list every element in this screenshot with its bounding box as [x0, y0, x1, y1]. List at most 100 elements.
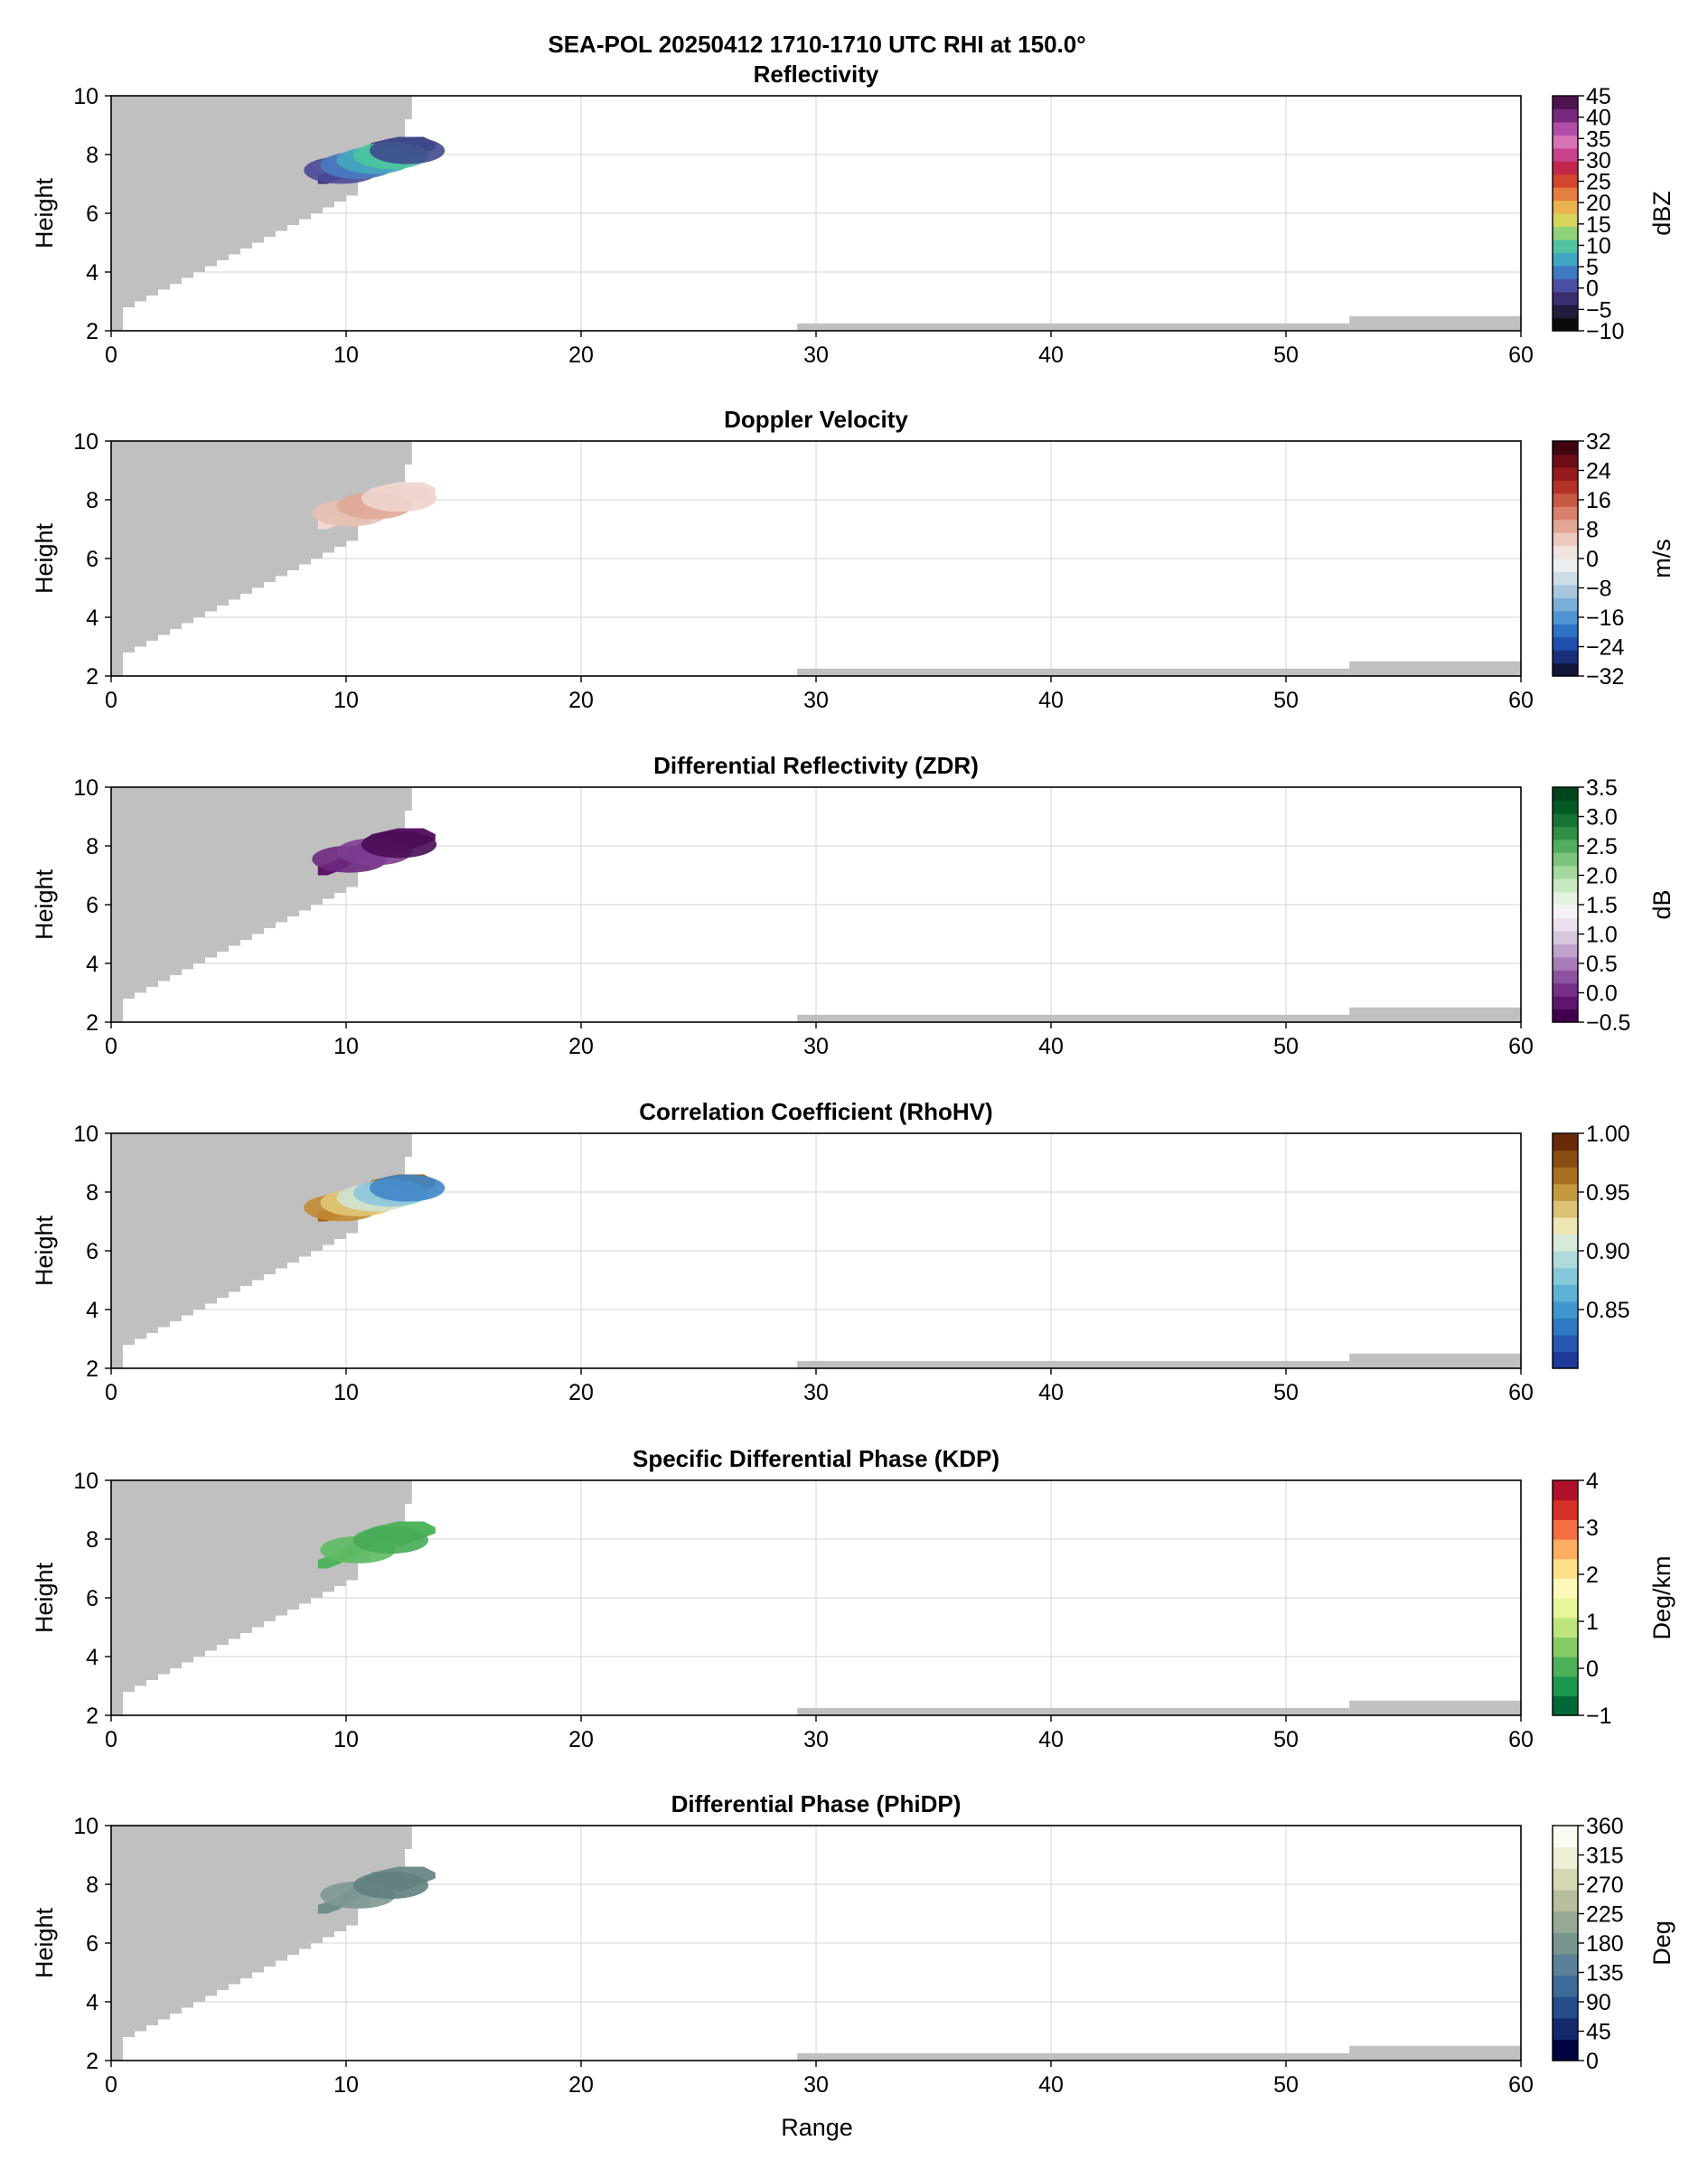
colorbar: 32 24 16 8 0 −8 −16 −24 −32 m/s: [1552, 429, 1675, 690]
echo-band: [370, 136, 446, 164]
colorbar-segment: [1553, 1539, 1578, 1560]
colorbar-segment: [1553, 506, 1578, 521]
colorbar-segment: [1553, 1251, 1578, 1269]
colorbar-tick-label: 5: [1586, 255, 1599, 280]
x-tick-label: 10: [333, 1727, 359, 1752]
colorbar-tick-label: 0.90: [1586, 1239, 1630, 1264]
echo-band: [352, 1872, 428, 1900]
colorbar-tick-label: 90: [1586, 1990, 1611, 2015]
x-axis-label: Range: [781, 2114, 853, 2141]
x-tick-label: 40: [1038, 688, 1064, 713]
colorbar-segment: [1553, 1911, 1578, 1933]
colorbar-segment: [1553, 878, 1578, 893]
colorbar-segment: [1553, 944, 1578, 958]
y-tick-label: 4: [86, 1990, 99, 2015]
colorbar-segment: [1553, 1183, 1578, 1201]
x-tick-label: 10: [333, 2072, 359, 2098]
colorbar-tick-label: 0: [1586, 2049, 1599, 2074]
colorbar-segment: [1553, 1826, 1578, 1848]
y-tick-label: 8: [86, 1873, 99, 1898]
colorbar-segment: [1553, 1868, 1578, 1891]
blanked-ground: [797, 2052, 1350, 2061]
colorbar-tick-label: 3.0: [1586, 805, 1618, 831]
colorbar-segment: [1553, 800, 1578, 814]
colorbar-tick-label: 270: [1586, 1873, 1624, 1898]
colorbar-tick-label: 20: [1586, 191, 1611, 216]
x-tick-label: 30: [803, 1727, 829, 1752]
x-tick-label: 30: [803, 1380, 829, 1405]
colorbar-tick-label: 0: [1586, 1657, 1599, 1682]
x-tick-label: 40: [1038, 1727, 1064, 1752]
x-tick-label: 40: [1038, 2072, 1064, 2098]
blanked-ground: [797, 1707, 1350, 1715]
colorbar-tick-label: 15: [1586, 212, 1611, 238]
colorbar-segment: [1553, 839, 1578, 853]
panel-3: Differential Reflectivity (ZDR)0 10 20 30 40…: [31, 752, 1675, 1059]
colorbar-segment: [1553, 278, 1578, 293]
x-tick-label: 40: [1038, 1380, 1064, 1405]
colorbar-tick-label: −16: [1586, 606, 1624, 631]
y-tick-label: 8: [86, 488, 99, 513]
colorbar-tick-label: 45: [1586, 84, 1611, 109]
colorbar-segment: [1553, 1009, 1578, 1023]
colorbar-tick-label: 180: [1586, 1931, 1624, 1957]
colorbar-tick-label: 16: [1586, 488, 1611, 513]
y-tick-label: 6: [86, 1586, 99, 1611]
colorbar-segment: [1553, 1519, 1578, 1540]
panel-title: Differential Reflectivity (ZDR): [653, 752, 979, 779]
blanked-ground: [1349, 661, 1521, 676]
colorbar-tick-label: 0: [1586, 547, 1599, 572]
y-axis-label: Height: [31, 869, 58, 940]
y-tick-label: 6: [86, 202, 99, 227]
colorbar-tick-label: 0.5: [1586, 952, 1618, 977]
colorbar-tick-label: 3: [1586, 1516, 1599, 1541]
colorbar-tick-label: 0: [1586, 277, 1599, 302]
colorbar-segment: [1553, 982, 1578, 997]
x-tick-label: 0: [105, 688, 117, 713]
colorbar-tick-label: 8: [1586, 518, 1599, 543]
colorbar-tick-label: −0.5: [1586, 1010, 1630, 1036]
y-tick-label: 8: [86, 1180, 99, 1206]
colorbar-tick-label: −8: [1586, 577, 1612, 602]
blanked-ground: [797, 1360, 1350, 1368]
colorbar-segment: [1553, 147, 1578, 162]
colorbar-segment: [1553, 996, 1578, 1010]
y-axis-label: Height: [31, 1907, 58, 1978]
colorbar-tick-label: 30: [1586, 148, 1611, 174]
colorbar-segment: [1553, 532, 1578, 547]
colorbar-segment: [1553, 1558, 1578, 1579]
x-tick-label: 0: [105, 1380, 117, 1405]
colorbar-segment: [1553, 480, 1578, 494]
colorbar-tick-label: 2: [1586, 1563, 1599, 1588]
colorbar-segment: [1553, 584, 1578, 598]
colorbar-segment: [1553, 1334, 1578, 1353]
colorbar-segment: [1553, 826, 1578, 840]
colorbar-segment: [1553, 865, 1578, 879]
x-tick-label: 60: [1508, 1727, 1534, 1752]
y-tick-label: 4: [86, 1645, 99, 1670]
colorbar-segment: [1553, 559, 1578, 573]
y-tick-label: 8: [86, 834, 99, 859]
colorbar-segment: [1553, 1676, 1578, 1696]
colorbar-segment: [1553, 239, 1578, 253]
blanked-ground: [1349, 1353, 1521, 1368]
colorbar-tick-label: 1.00: [1586, 1122, 1630, 1147]
colorbar-segment: [1553, 1150, 1578, 1168]
colorbar-segment: [1553, 96, 1578, 110]
colorbar-tick-label: 2.0: [1586, 864, 1618, 889]
colorbar-segment: [1553, 1932, 1578, 1955]
blanked-ground: [1349, 2045, 1521, 2061]
colorbar-segment: [1553, 1234, 1578, 1252]
blanked-ground: [1349, 1700, 1521, 1715]
colorbar-segment: [1553, 905, 1578, 919]
colorbar-segment: [1553, 1499, 1578, 1520]
colorbar-segment: [1553, 1578, 1578, 1599]
colorbar-tick-label: 360: [1586, 1814, 1624, 1839]
colorbar-label: m/s: [1648, 539, 1675, 578]
colorbar-tick-label: 0.0: [1586, 981, 1618, 1007]
y-tick-label: 4: [86, 1298, 99, 1323]
colorbar-segment: [1553, 466, 1578, 481]
colorbar-tick-label: −5: [1586, 297, 1612, 323]
x-tick-label: 20: [568, 2072, 594, 2098]
x-tick-label: 20: [568, 1380, 594, 1405]
